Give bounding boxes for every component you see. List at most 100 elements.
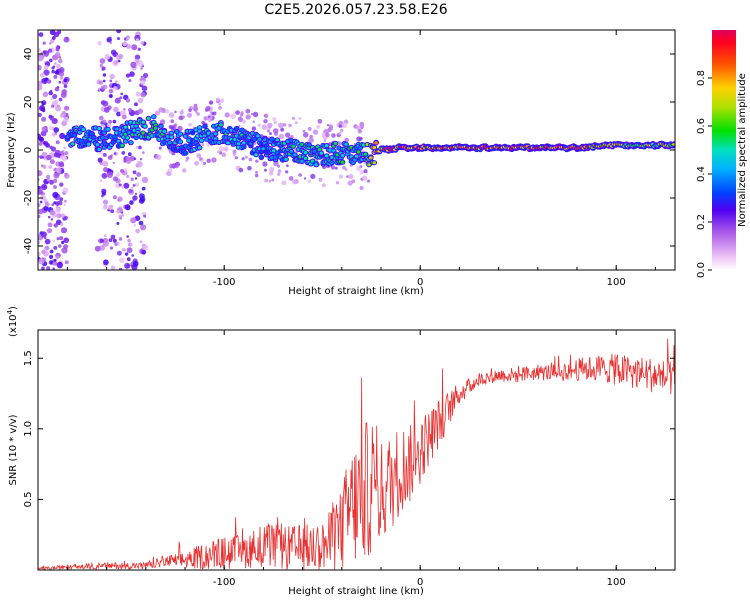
- noise-speckle: [55, 207, 61, 213]
- noise-speckle: [134, 177, 138, 180]
- halo-speckle: [207, 117, 213, 123]
- halo-speckle: [212, 111, 217, 116]
- noise-speckle: [55, 255, 60, 260]
- halo-speckle: [174, 110, 177, 114]
- ridge-core: [92, 135, 96, 139]
- noise-speckle: [138, 145, 142, 150]
- halo-speckle: [196, 153, 202, 159]
- noise-speckle: [99, 161, 104, 166]
- colorbar-tick-label: 0.6: [696, 118, 707, 134]
- ridge-core: [153, 126, 158, 130]
- noise-speckle: [112, 161, 116, 165]
- noise-speckle: [62, 187, 69, 194]
- noise-speckle: [110, 209, 114, 214]
- noise-speckle: [130, 177, 134, 181]
- ridge-core: [120, 143, 124, 148]
- noise-speckle: [53, 258, 57, 262]
- noise-speckle: [60, 92, 67, 98]
- noise-speckle: [140, 80, 146, 86]
- noise-speckle: [134, 182, 140, 187]
- snr-frame: [37, 329, 676, 571]
- noise-speckle: [116, 222, 120, 225]
- noise-speckle: [138, 191, 141, 194]
- halo-speckle: [215, 97, 220, 102]
- halo-speckle: [267, 122, 273, 129]
- colorbar-tick-label: 0.2: [696, 214, 707, 230]
- ridge-core: [275, 138, 280, 142]
- noise-speckle: [64, 151, 69, 156]
- noise-speckle: [112, 176, 119, 182]
- noise-speckle: [99, 179, 103, 183]
- noise-speckle: [38, 186, 41, 190]
- noise-speckle: [139, 196, 146, 203]
- colorbar-tick-label: 0.0: [696, 262, 707, 278]
- noise-speckle: [126, 37, 129, 41]
- spectrogram-xtick-label: 100: [607, 277, 626, 288]
- noise-speckle: [41, 164, 44, 168]
- halo-speckle: [359, 123, 365, 128]
- halo-speckle: [248, 157, 253, 162]
- halo-speckle: [202, 161, 207, 165]
- colorbar-label: Normalized spectral amplitude: [737, 73, 748, 227]
- ridge-core: [226, 141, 230, 145]
- snr-xlabel: Height of straight line (km): [288, 586, 424, 597]
- halo-speckle: [286, 164, 289, 168]
- noise-speckle: [141, 85, 148, 92]
- halo-speckle: [154, 110, 160, 116]
- ridge-core: [213, 132, 218, 136]
- noise-speckle: [58, 58, 63, 64]
- noise-speckle: [54, 62, 57, 65]
- noise-speckle: [41, 266, 45, 270]
- noise-speckle: [119, 257, 125, 263]
- spectrogram-ytick-label: -40: [23, 238, 34, 254]
- noise-speckle: [142, 72, 149, 79]
- noise-speckle: [39, 140, 44, 145]
- noise-speckle: [102, 160, 109, 167]
- ridge-core: [291, 144, 296, 148]
- noise-speckle: [59, 182, 64, 187]
- halo-speckle: [272, 116, 277, 122]
- ridge-core: [199, 139, 204, 143]
- noise-speckle: [47, 48, 53, 53]
- noise-speckle: [97, 157, 103, 163]
- ridge-core: [167, 141, 172, 145]
- noise-speckle: [140, 75, 143, 79]
- halo-speckle: [307, 126, 312, 131]
- ridge-core: [111, 140, 116, 144]
- noise-speckle: [58, 97, 63, 102]
- ridge-core: [97, 147, 101, 152]
- noise-speckle: [136, 172, 142, 177]
- halo-speckle: [251, 112, 254, 116]
- noise-speckle: [103, 107, 110, 113]
- noise-speckle: [53, 223, 58, 228]
- noise-speckle: [49, 159, 55, 165]
- halo-speckle: [348, 174, 354, 180]
- noise-speckle: [64, 105, 70, 111]
- noise-speckle: [137, 47, 141, 51]
- halo-speckle: [291, 179, 297, 185]
- noise-speckle: [59, 76, 64, 80]
- noise-speckle: [52, 267, 55, 270]
- noise-speckle: [117, 59, 121, 63]
- noise-speckle: [58, 161, 64, 167]
- halo-speckle: [325, 132, 330, 138]
- noise-speckle: [49, 125, 55, 131]
- noise-speckle: [102, 152, 107, 157]
- noise-speckle: [119, 216, 122, 220]
- halo-speckle: [340, 128, 344, 133]
- noise-speckle: [102, 100, 109, 107]
- noise-speckle: [49, 30, 56, 36]
- noise-speckle: [118, 267, 123, 270]
- ridge-core: [97, 126, 101, 131]
- noise-speckle: [58, 56, 62, 59]
- noise-speckle: [51, 69, 55, 74]
- noise-speckle: [127, 107, 133, 113]
- snr-series-line: [38, 338, 675, 570]
- noise-speckle: [63, 84, 68, 88]
- ridge-core: [146, 116, 151, 120]
- noise-speckle: [55, 219, 62, 226]
- noise-speckle: [54, 86, 60, 92]
- ridge-core: [104, 136, 108, 140]
- ridge-core: [374, 141, 378, 145]
- colorbar-tick-label: 0.4: [696, 166, 707, 182]
